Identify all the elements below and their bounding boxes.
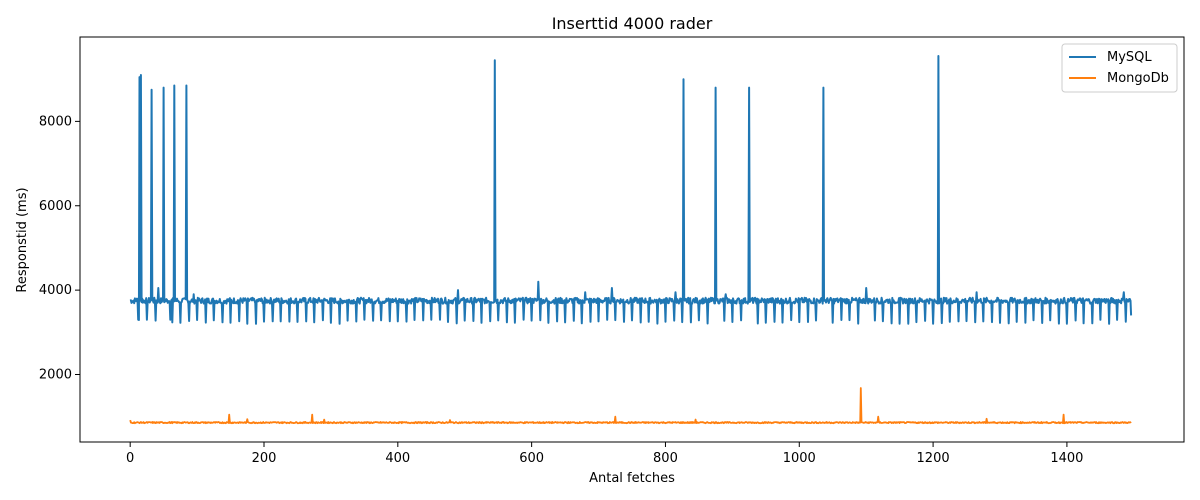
x-tick-label: 400 <box>385 451 410 466</box>
legend-label-mysql: MySQL <box>1107 50 1152 65</box>
plot-lines <box>129 55 1133 425</box>
x-tick-label: 800 <box>653 451 678 466</box>
series-line-mongodb <box>129 387 1132 425</box>
x-tick-label: 200 <box>252 451 277 466</box>
plot-frame <box>79 36 1185 443</box>
y-axis-label: Responstid (ms) <box>15 187 30 292</box>
y-tick-label: 4000 <box>39 283 72 298</box>
x-tick-label: 1000 <box>783 451 816 466</box>
x-tick-label: 600 <box>519 451 544 466</box>
y-tick-label: 6000 <box>39 199 72 214</box>
x-tick-label: 1200 <box>917 451 950 466</box>
legend-label-mongodb: MongoDb <box>1107 71 1169 86</box>
y-axis: 2000 4000 6000 8000 <box>39 114 80 383</box>
y-tick-label: 2000 <box>39 368 72 383</box>
chart-title: Inserttid 4000 rader <box>552 14 713 33</box>
x-axis: 0 200 400 600 800 1000 1200 1400 <box>126 442 1083 466</box>
series-line-mysql <box>129 55 1133 325</box>
x-tick-label: 1400 <box>1050 451 1083 466</box>
x-axis-label: Antal fetches <box>589 471 675 486</box>
x-tick-label: 0 <box>126 451 134 466</box>
y-tick-label: 8000 <box>39 114 72 129</box>
legend: MySQL MongoDb <box>1061 43 1178 93</box>
